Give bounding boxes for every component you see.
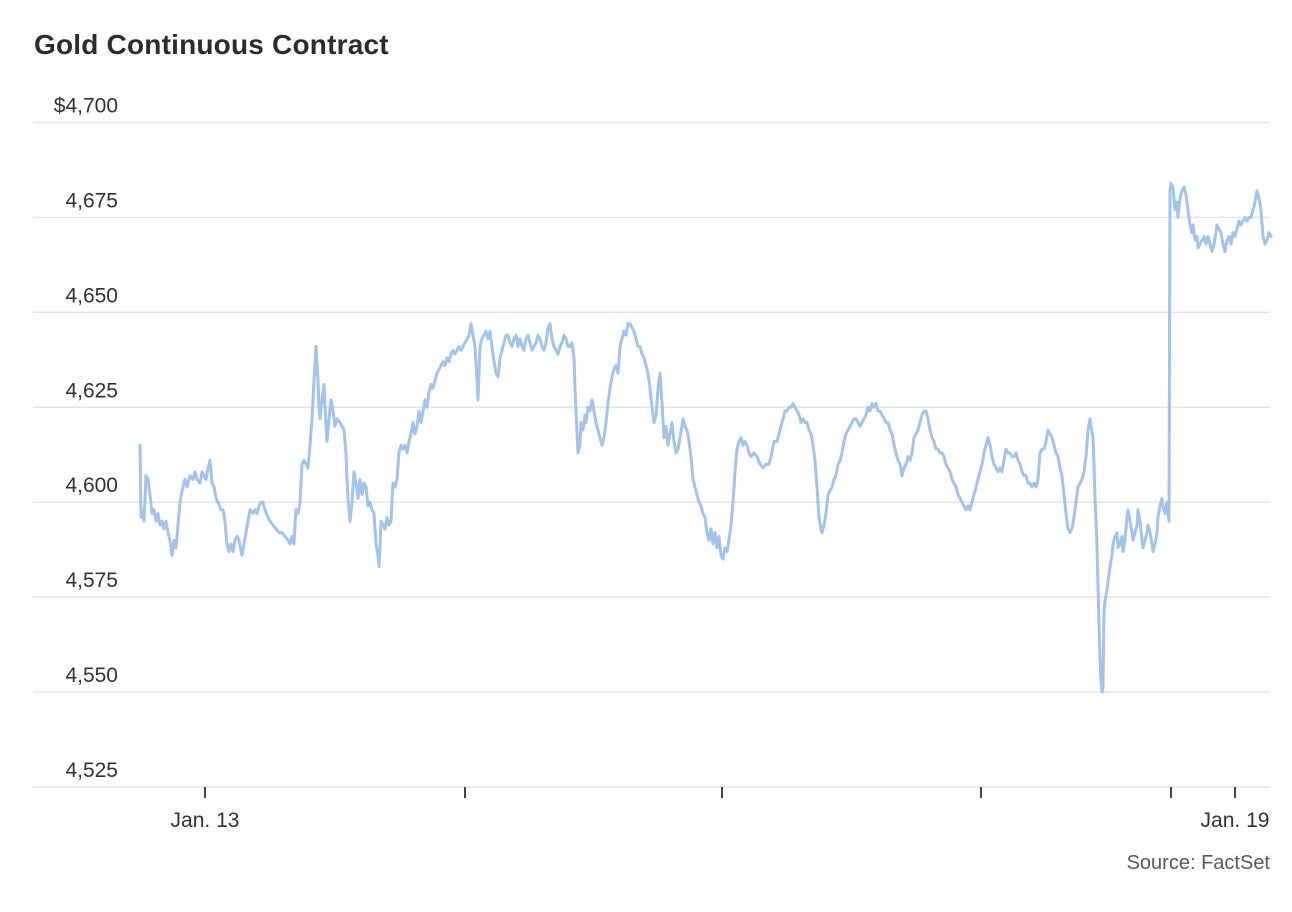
chart-title: Gold Continuous Contract: [34, 29, 389, 60]
x-tick-label: Jan. 13: [171, 809, 240, 832]
y-axis-labels: $4,700 4,675 4,650 4,625 4,600 4,575 4,550 4,52…: [54, 95, 118, 783]
x-axis-tick-marks: [204, 787, 1236, 798]
gridlines: [33, 121, 1270, 788]
y-tick-label: 4,550: [65, 664, 118, 687]
y-tick-label: 4,625: [65, 379, 118, 402]
x-tick-label: Jan. 19: [1201, 809, 1270, 832]
y-tick-label: 4,675: [65, 189, 118, 212]
y-tick-label: 4,650: [65, 284, 118, 307]
x-axis-labels: Jan. 13 Jan. 19: [171, 809, 1270, 832]
price-line: [138, 181, 1273, 694]
y-tick-label: $4,700: [54, 95, 118, 118]
y-tick-label: 4,525: [65, 759, 118, 782]
y-tick-label: 4,575: [65, 569, 118, 592]
y-tick-label: 4,600: [65, 474, 118, 497]
source-label: Source: FactSet: [1127, 852, 1271, 874]
